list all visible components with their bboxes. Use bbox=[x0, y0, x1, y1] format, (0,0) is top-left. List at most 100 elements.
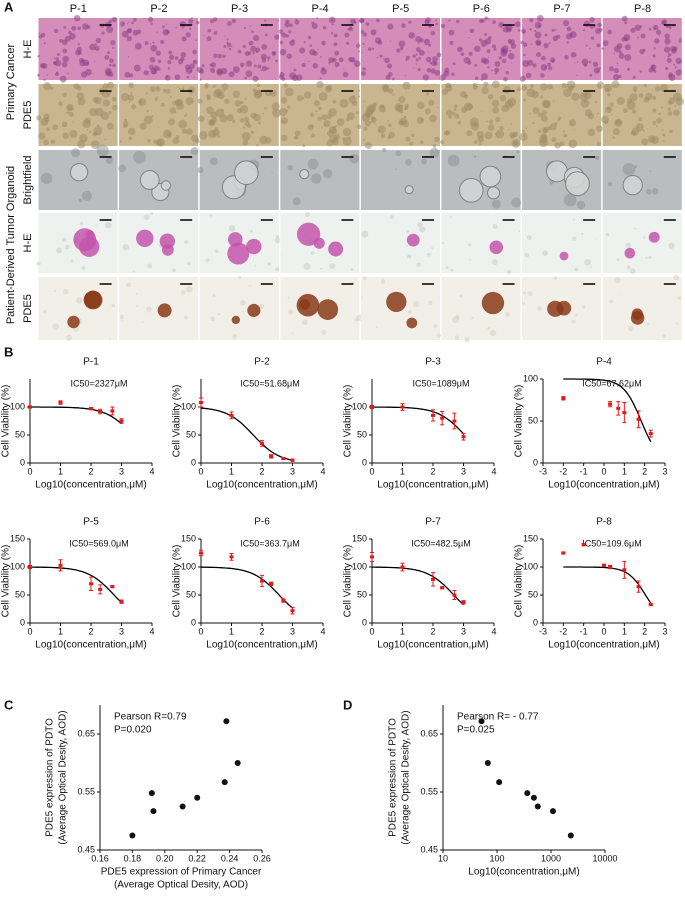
texture bbox=[590, 36, 595, 40]
texture bbox=[647, 135, 656, 144]
texture bbox=[491, 99, 500, 108]
texture bbox=[329, 263, 336, 269]
y-tick-label: 0.65 bbox=[77, 728, 95, 738]
texture bbox=[361, 71, 366, 76]
texture bbox=[427, 50, 429, 52]
texture bbox=[517, 87, 522, 92]
texture bbox=[492, 223, 498, 229]
y-axis-label: Cell Viability (%) bbox=[1, 385, 12, 458]
data-point bbox=[461, 600, 466, 604]
image-bg bbox=[38, 277, 118, 340]
texture bbox=[181, 36, 187, 42]
micrograph bbox=[602, 274, 682, 340]
x-tick-label: 3 bbox=[662, 626, 667, 636]
texture bbox=[413, 67, 415, 69]
texture bbox=[84, 117, 91, 124]
organoid bbox=[565, 171, 590, 197]
y-tick-label: 100 bbox=[10, 401, 25, 411]
texture bbox=[399, 46, 404, 51]
texture bbox=[188, 18, 194, 24]
micrograph bbox=[439, 16, 521, 82]
texture bbox=[217, 312, 221, 316]
texture bbox=[646, 322, 650, 326]
texture bbox=[54, 59, 62, 67]
texture bbox=[667, 55, 670, 58]
texture bbox=[73, 14, 81, 22]
texture bbox=[502, 84, 504, 87]
texture bbox=[661, 19, 668, 25]
texture bbox=[303, 41, 306, 44]
texture bbox=[411, 133, 415, 138]
texture bbox=[261, 58, 267, 63]
x-axis-label: Log10(concentration,μM) bbox=[548, 640, 659, 651]
organoid bbox=[386, 291, 407, 312]
organoid bbox=[479, 165, 502, 188]
texture bbox=[673, 63, 676, 66]
texture bbox=[424, 19, 430, 25]
texture bbox=[495, 129, 505, 139]
texture bbox=[432, 56, 438, 63]
texture bbox=[146, 306, 152, 313]
texture bbox=[253, 59, 256, 61]
data-point bbox=[602, 563, 606, 567]
texture bbox=[118, 164, 126, 173]
texture bbox=[149, 43, 152, 45]
texture bbox=[294, 135, 299, 140]
texture bbox=[312, 51, 318, 56]
panel-letter: D bbox=[343, 697, 352, 712]
texture bbox=[469, 258, 472, 261]
texture bbox=[396, 104, 403, 112]
y-tick-label: 150 bbox=[523, 533, 538, 543]
organoid bbox=[458, 178, 484, 203]
texture bbox=[186, 75, 190, 79]
texture bbox=[540, 83, 548, 91]
texture bbox=[622, 162, 636, 176]
texture bbox=[485, 120, 488, 123]
chart-title: P-1 bbox=[83, 357, 99, 368]
x-tick-label: 1 bbox=[58, 626, 63, 636]
texture bbox=[289, 23, 293, 27]
texture bbox=[589, 73, 593, 77]
x-tick-label: 0.18 bbox=[124, 853, 142, 863]
texture bbox=[112, 63, 116, 68]
texture bbox=[59, 75, 67, 83]
texture bbox=[382, 85, 390, 93]
texture bbox=[395, 150, 402, 157]
texture bbox=[147, 138, 151, 143]
texture bbox=[374, 37, 382, 44]
texture bbox=[548, 66, 553, 71]
organoid bbox=[559, 251, 569, 261]
texture bbox=[376, 18, 380, 23]
texture bbox=[138, 99, 143, 104]
texture bbox=[295, 19, 298, 21]
annotation: IC50=67.62μM bbox=[582, 378, 641, 388]
texture bbox=[541, 110, 547, 116]
texture bbox=[237, 49, 242, 54]
texture bbox=[147, 263, 153, 269]
micrograph bbox=[36, 81, 118, 150]
data-point bbox=[608, 565, 613, 569]
texture bbox=[652, 120, 657, 125]
texture bbox=[328, 57, 335, 63]
texture bbox=[43, 82, 52, 91]
texture bbox=[353, 60, 361, 68]
texture bbox=[416, 262, 421, 267]
texture bbox=[566, 26, 572, 32]
chart-title: P-3 bbox=[425, 357, 441, 368]
texture bbox=[310, 251, 315, 255]
texture bbox=[232, 66, 240, 74]
texture bbox=[551, 28, 555, 32]
data-point bbox=[530, 794, 537, 801]
texture bbox=[240, 101, 244, 105]
x-tick-label: -1 bbox=[580, 466, 588, 476]
texture bbox=[260, 69, 263, 71]
texture bbox=[396, 48, 401, 53]
texture bbox=[356, 124, 362, 130]
texture bbox=[401, 23, 406, 29]
texture bbox=[181, 27, 184, 30]
texture bbox=[597, 22, 602, 28]
data-point bbox=[290, 609, 295, 613]
texture bbox=[511, 62, 513, 64]
texture bbox=[429, 114, 437, 123]
texture bbox=[89, 130, 92, 133]
